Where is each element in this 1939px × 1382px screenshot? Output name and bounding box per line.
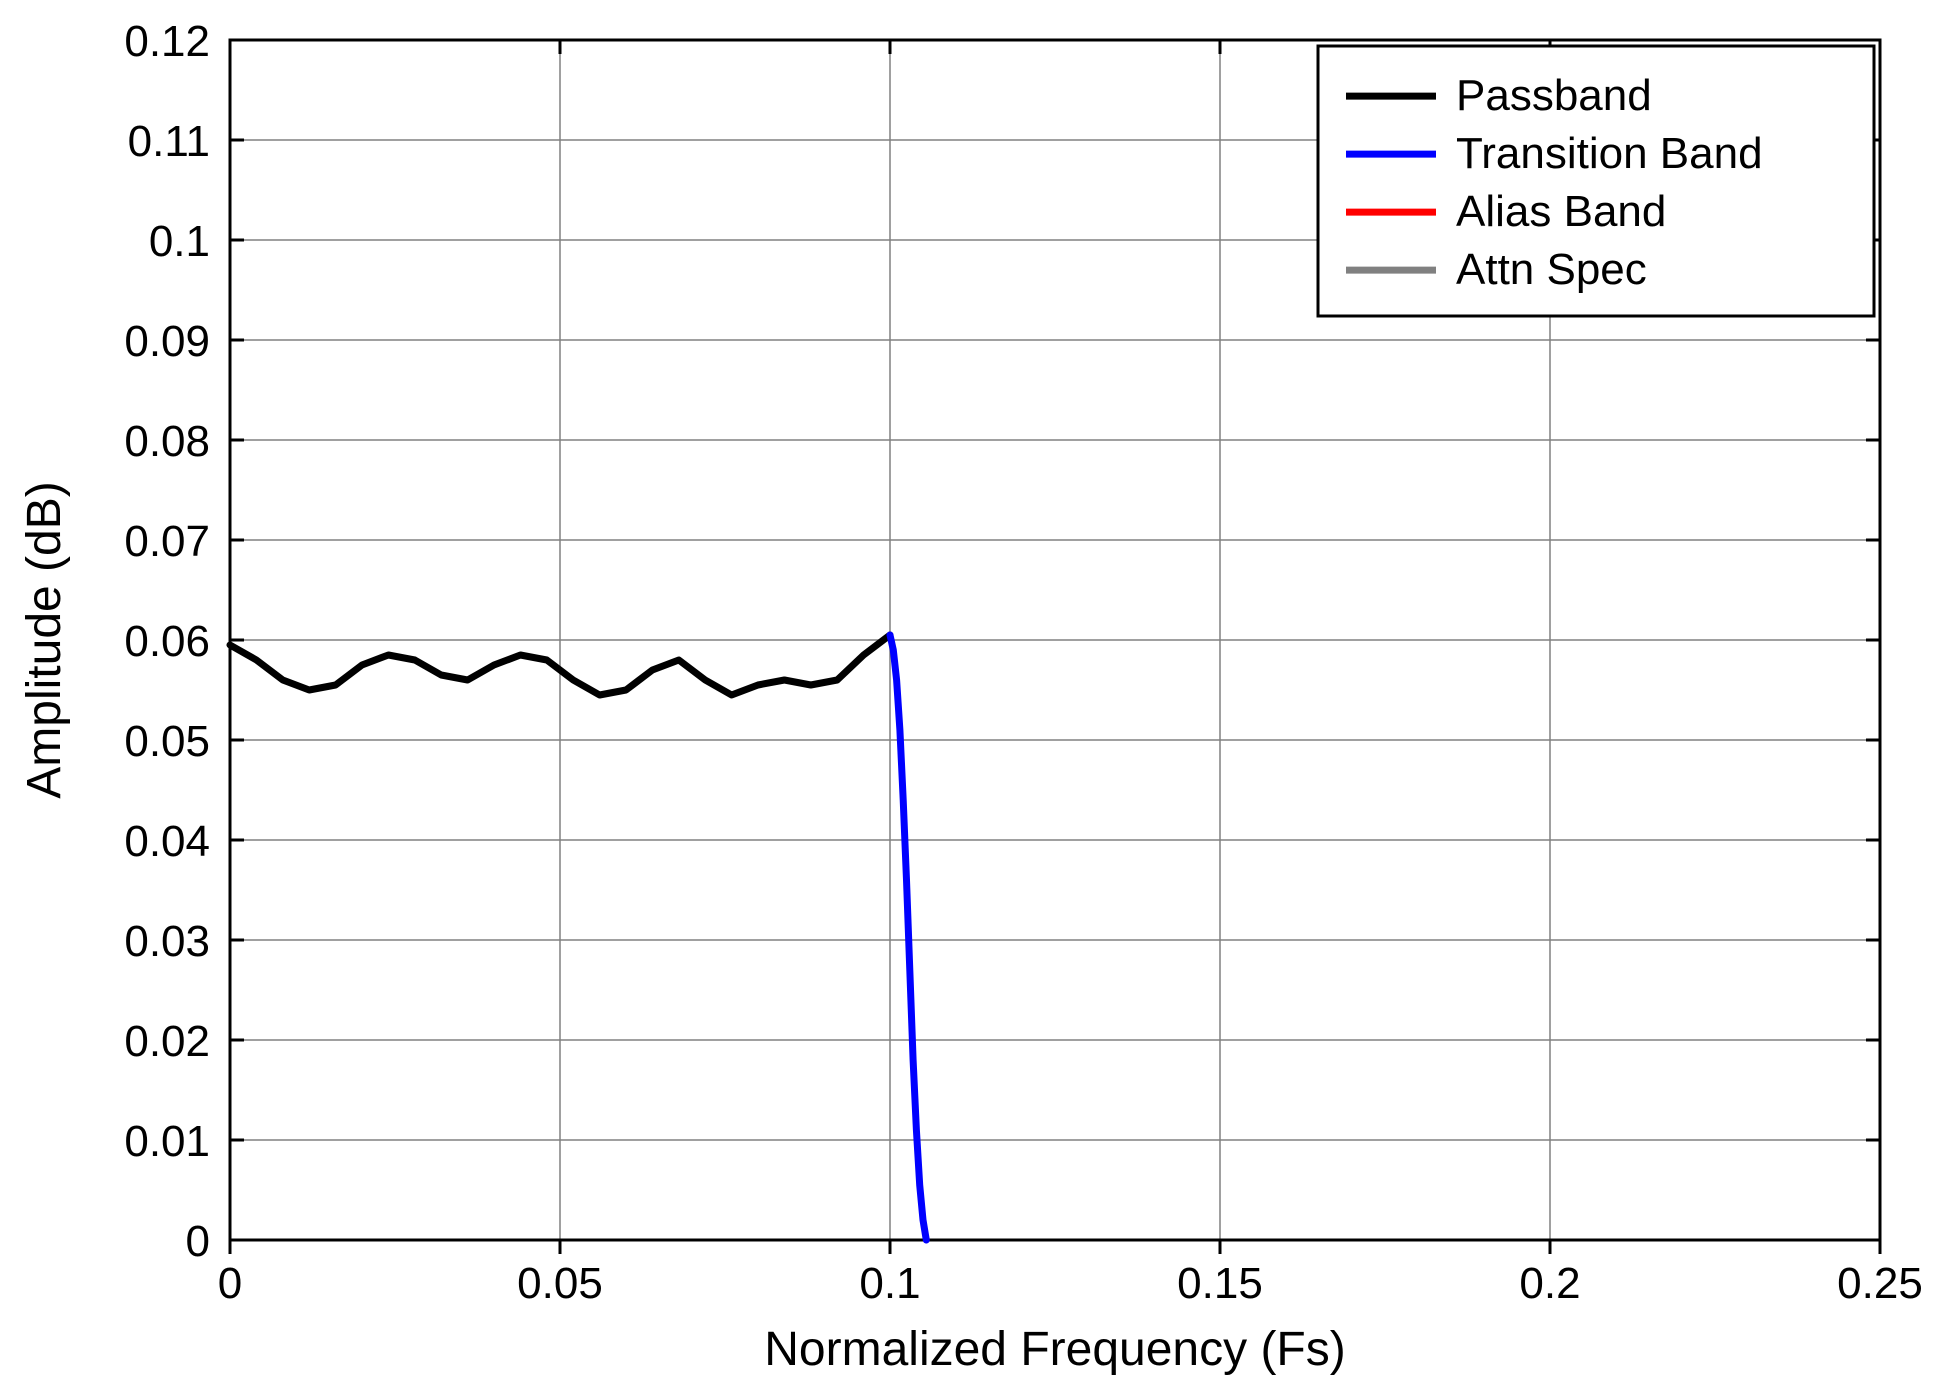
legend-label: Passband <box>1456 71 1652 120</box>
y-tick-label: 0.07 <box>124 517 210 566</box>
legend-label: Transition Band <box>1456 129 1763 178</box>
y-tick-label: 0.11 <box>128 117 210 166</box>
y-tick-label: 0.1 <box>149 217 210 266</box>
legend-label: Alias Band <box>1456 187 1666 236</box>
chart-container: 0 0.05 0.1 0.15 0.2 0.25 0 0.01 0.02 0.03 0.04 0.05… <box>0 0 1939 1382</box>
y-tick-label: 0.04 <box>124 817 210 866</box>
y-tick-label: 0 <box>186 1217 210 1266</box>
y-tick-label: 0.05 <box>124 717 210 766</box>
x-tick-label: 0.15 <box>1177 1259 1263 1308</box>
x-axis-label: Normalized Frequency (Fs) <box>764 1323 1345 1376</box>
y-axis-label: Amplitude (dB) <box>18 481 71 798</box>
y-tick-label: 0.09 <box>124 317 210 366</box>
legend-label: Attn Spec <box>1456 245 1647 294</box>
x-tick-label: 0.05 <box>517 1259 603 1308</box>
y-tick-label: 0.06 <box>124 617 210 666</box>
x-tick-label: 0 <box>218 1259 242 1308</box>
y-tick-label: 0.03 <box>124 917 210 966</box>
x-tick-label: 0.25 <box>1837 1259 1923 1308</box>
x-tick-label: 0.2 <box>1519 1259 1580 1308</box>
y-tick-label: 0.01 <box>124 1117 210 1166</box>
x-tick-label: 0.1 <box>859 1259 920 1308</box>
filter-response-chart: 0 0.05 0.1 0.15 0.2 0.25 0 0.01 0.02 0.03 0.04 0.05… <box>0 0 1939 1382</box>
y-tick-label: 0.12 <box>124 17 210 66</box>
y-tick-label: 0.08 <box>124 417 210 466</box>
y-tick-label: 0.02 <box>124 1017 210 1066</box>
